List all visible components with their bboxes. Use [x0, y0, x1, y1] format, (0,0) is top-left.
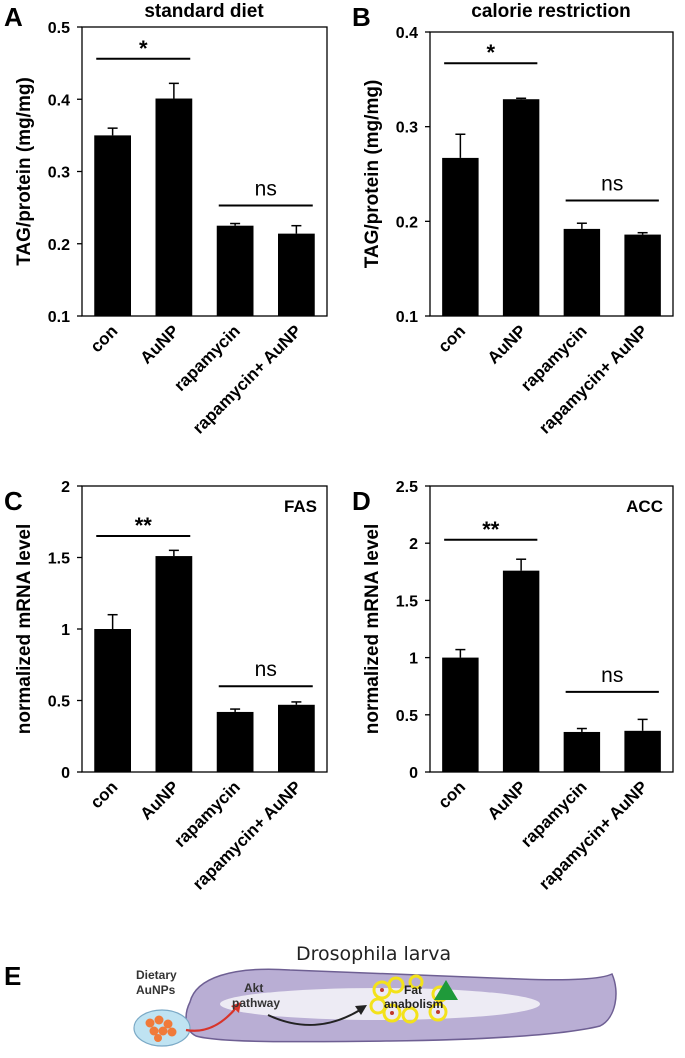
- category-label-1: con: [434, 321, 469, 356]
- bar-4: [278, 704, 315, 772]
- bar-2: [155, 98, 193, 316]
- category-label-2: AuNP: [137, 321, 183, 367]
- y-tick-label: 2.5: [396, 479, 418, 496]
- akt-label: Akt: [244, 981, 263, 995]
- y-axis-label: normalized mRNA level: [14, 524, 35, 734]
- fat-label: Fat: [404, 983, 422, 997]
- y-tick-label: 0: [61, 765, 70, 782]
- aunp-particles: [145, 1015, 177, 1042]
- significance-label-2: ns: [255, 177, 277, 200]
- category-label-4: rapamycin+ AuNP: [535, 321, 651, 437]
- y-axis-label: normalized mRNA level: [362, 524, 383, 734]
- y-tick-label: 0.2: [396, 214, 418, 231]
- pathway-label: pathway: [232, 996, 280, 1010]
- plot-frame: [429, 485, 674, 773]
- bar-4: [624, 234, 661, 316]
- category-label-1: con: [87, 777, 122, 812]
- chart-panel-d: D 0 0.5 1 1.5 2 2.5 normalized mRNA level con AuN…: [352, 479, 674, 894]
- y-tick-label: 0.5: [396, 708, 418, 725]
- y-tick-label: 2: [61, 479, 70, 496]
- panel-letter-e: E: [4, 961, 21, 991]
- akt-to-fat-arrow: [267, 1009, 361, 1027]
- y-axis-label: TAG/protein (mg/mg): [14, 77, 35, 266]
- category-label-4: rapamycin+ AuNP: [189, 321, 305, 437]
- bar-2: [502, 570, 540, 772]
- panel-letter-c: C: [4, 486, 23, 516]
- significance-label-1: **: [482, 517, 500, 542]
- category-label-4: rapamycin+ AuNP: [189, 777, 305, 893]
- y-tick-label: 0.3: [48, 165, 70, 182]
- panel-e-diagram: E Drosophila larva Dietary AuNPs Akt pat…: [4, 943, 617, 1047]
- category-label-4: rapamycin+ AuNP: [535, 777, 651, 893]
- bar-2: [155, 556, 193, 772]
- y-tick-label: 1.5: [396, 593, 418, 610]
- y-tick-label: 2: [409, 536, 418, 553]
- larva-body-highlight: [220, 988, 540, 1020]
- y-tick-label: 0.3: [396, 120, 418, 137]
- bar-1: [94, 135, 131, 316]
- fat-dots: [380, 988, 440, 1015]
- bar-4: [624, 730, 661, 772]
- increase-arrow-icon: [434, 980, 458, 1000]
- y-tick-label: 0.2: [48, 237, 70, 254]
- bar-2: [502, 99, 540, 316]
- y-tick-label: 0.4: [396, 25, 418, 42]
- chart-panel-c: C 0 0.5 1 1.5 2 normalized mRNA level con AuNPra…: [4, 479, 328, 894]
- y-tick-label: 1: [61, 622, 70, 639]
- y-tick-label: 1.5: [48, 551, 70, 568]
- category-label-2: AuNP: [484, 321, 530, 367]
- gene-label: ACC: [626, 497, 663, 516]
- bar-4: [278, 233, 315, 316]
- bar-1: [442, 657, 479, 772]
- bar-3: [216, 711, 254, 772]
- bar-1: [442, 157, 479, 316]
- bar-1: [94, 629, 131, 772]
- category-label-2: AuNP: [137, 777, 183, 823]
- y-tick-label: 0.4: [48, 92, 70, 109]
- category-label-2: AuNP: [484, 777, 530, 823]
- significance-label-1: *: [486, 40, 495, 65]
- category-label-1: con: [434, 777, 469, 812]
- category-label-1: con: [87, 321, 122, 356]
- bar-3: [563, 731, 601, 772]
- bar-3: [216, 225, 254, 316]
- panel-letter-d: D: [352, 486, 371, 516]
- aunps-label: AuNPs: [136, 983, 176, 997]
- significance-label-2: ns: [255, 658, 277, 681]
- larva-title: Drosophila larva: [296, 943, 451, 965]
- significance-label-1: **: [135, 513, 153, 538]
- y-tick-label: 0.1: [48, 309, 70, 326]
- significance-label-2: ns: [601, 664, 623, 687]
- y-tick-label: 0.5: [48, 694, 70, 711]
- y-axis-label: TAG/protein (mg/mg): [362, 80, 383, 269]
- panel-letter-a: A: [4, 2, 23, 32]
- significance-label-1: *: [139, 36, 148, 61]
- dietary-label: Dietary: [136, 968, 177, 982]
- gene-label: FAS: [284, 497, 317, 516]
- y-tick-label: 1: [409, 651, 418, 668]
- y-tick-label: 0: [409, 765, 418, 782]
- plot-frame: [429, 31, 674, 317]
- akt-to-fat-arrow-head: [355, 1005, 367, 1015]
- y-tick-label: 0.1: [396, 309, 418, 326]
- y-tick-label: 0.5: [48, 20, 70, 37]
- anabolism-label: anabolism: [384, 997, 443, 1011]
- uptake-arrow-head: [231, 1002, 241, 1013]
- bar-3: [563, 228, 601, 316]
- panel-letter-b: B: [352, 2, 371, 32]
- chart-title: calorie restriction: [471, 1, 630, 22]
- significance-label-2: ns: [601, 173, 623, 196]
- uptake-arrow: [185, 1007, 237, 1032]
- chart-title: standard diet: [144, 1, 264, 22]
